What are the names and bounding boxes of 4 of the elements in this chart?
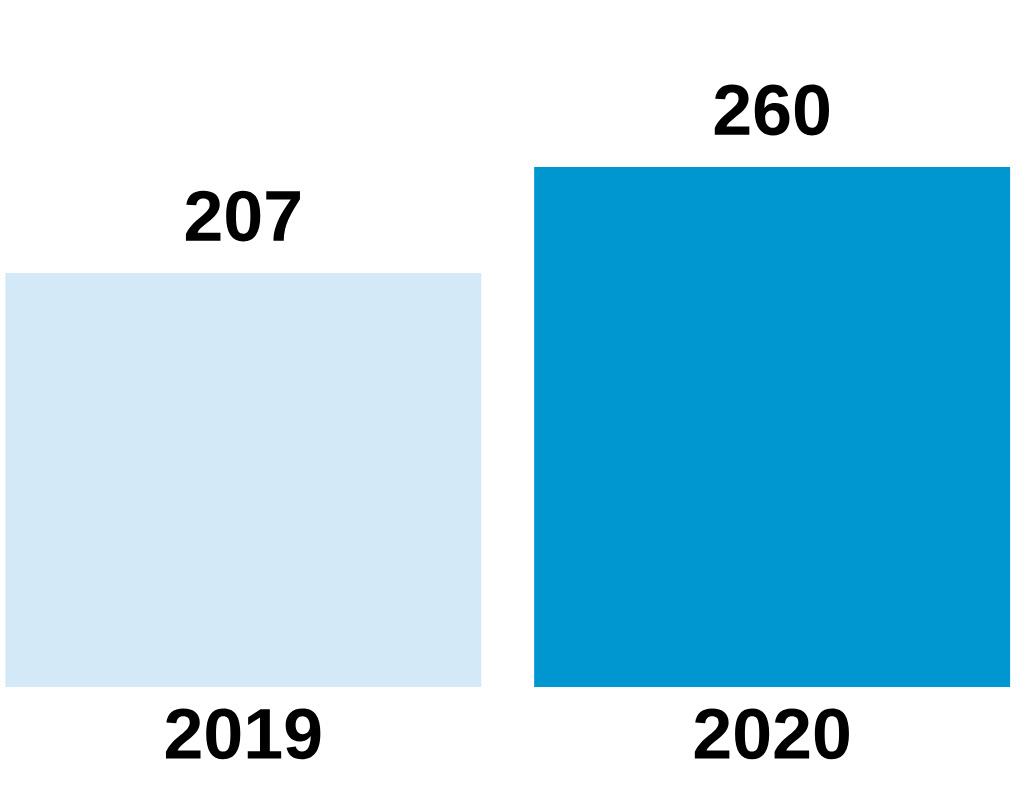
data-label: 260: [714, 84, 830, 136]
data-label: 207: [185, 190, 300, 242]
x-tick-label: 2020: [694, 708, 849, 760]
x-tick-label: 2019: [165, 708, 321, 760]
